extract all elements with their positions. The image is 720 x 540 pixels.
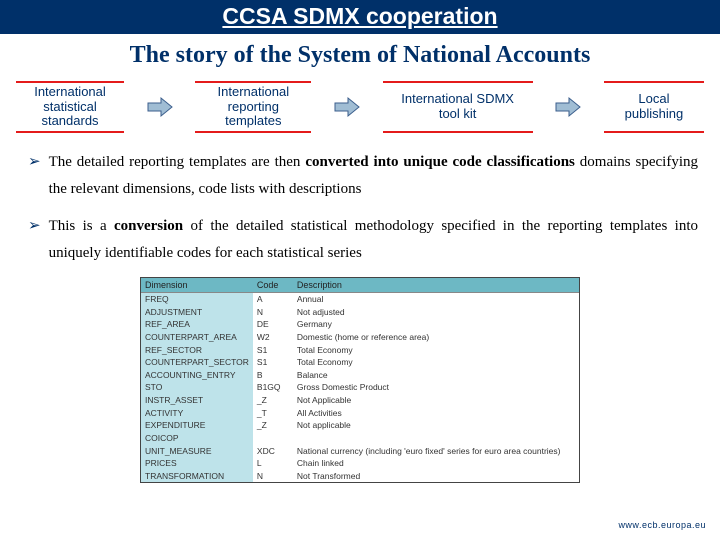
table-row: REF_AREADEGermany: [141, 318, 579, 331]
table-cell-code: N: [253, 470, 293, 483]
table-cell-dimension: COUNTERPART_SECTOR: [141, 356, 253, 369]
table-cell-code: _T: [253, 407, 293, 420]
flow-box-line: templates: [225, 114, 281, 129]
table-cell-dimension: COUNTERPART_AREA: [141, 331, 253, 344]
table-row: TRANSFORMATIONNNot Transformed: [141, 470, 579, 483]
table-row: INSTR_ASSET_ZNot Applicable: [141, 394, 579, 407]
flow-box-b1: Internationalstatisticalstandards: [16, 81, 124, 133]
table-cell-code: XDC: [253, 445, 293, 458]
table-cell-description: National currency (including 'euro fixed…: [293, 445, 579, 458]
flow-box-line: statistical: [43, 100, 96, 115]
table-cell-description: Total Economy: [293, 344, 579, 357]
bullet-item: ➢ The detailed reporting templates are th…: [28, 149, 698, 203]
table-row: PRICESLChain linked: [141, 457, 579, 470]
table-row: COUNTERPART_SECTORS1Total Economy: [141, 356, 579, 369]
arrow-right-icon: [334, 96, 360, 118]
table-row: FREQAAnnual: [141, 293, 579, 306]
table-cell-code: A: [253, 293, 293, 306]
table-row: ACCOUNTING_ENTRYBBalance: [141, 369, 579, 382]
table-cell-code: W2: [253, 331, 293, 344]
table-cell-description: Gross Domestic Product: [293, 381, 579, 394]
table-cell-description: Annual: [293, 293, 579, 306]
table-cell-description: Not applicable: [293, 419, 579, 432]
table-header-row: DimensionCodeDescription: [141, 278, 579, 293]
header-title: CCSA SDMX cooperation: [222, 3, 497, 29]
table-cell-description: [293, 432, 579, 445]
table-cell-code: N: [253, 306, 293, 319]
flow-box-line: standards: [41, 114, 98, 129]
table-cell-code: B1GQ: [253, 381, 293, 394]
bullet-text: This is a conversion of the detailed sta…: [49, 213, 698, 267]
flow-box-line: publishing: [625, 107, 684, 122]
table-cell-dimension: ACCOUNTING_ENTRY: [141, 369, 253, 382]
table-cell-dimension: REF_SECTOR: [141, 344, 253, 357]
code-table: DimensionCodeDescription FREQAAnnualADJU…: [141, 278, 579, 482]
table-cell-description: Balance: [293, 369, 579, 382]
flow-box-b3: International SDMXtool kit: [383, 81, 533, 133]
flow-box-b2: Internationalreportingtemplates: [195, 81, 311, 133]
table-cell-code: _Z: [253, 419, 293, 432]
flow-box-line: tool kit: [439, 107, 477, 122]
table-cell-dimension: COICOP: [141, 432, 253, 445]
table-cell-dimension: INSTR_ASSET: [141, 394, 253, 407]
table-cell-description: Germany: [293, 318, 579, 331]
flow-arrow: [553, 96, 583, 118]
table-row: REF_SECTORS1Total Economy: [141, 344, 579, 357]
flow-box-line: reporting: [228, 100, 279, 115]
flow-box-line: International SDMX: [401, 92, 514, 107]
table-cell-description: Not adjusted: [293, 306, 579, 319]
flow-row: InternationalstatisticalstandardsInterna…: [0, 81, 720, 133]
table-cell-description: Total Economy: [293, 356, 579, 369]
header-bar: CCSA SDMX cooperation: [0, 0, 720, 34]
table-cell-dimension: FREQ: [141, 293, 253, 306]
table-cell-dimension: ACTIVITY: [141, 407, 253, 420]
arrow-right-icon: [147, 96, 173, 118]
table-cell-description: Not Transformed: [293, 470, 579, 483]
table-row: ADJUSTMENTNNot adjusted: [141, 306, 579, 319]
table-cell-dimension: UNIT_MEASURE: [141, 445, 253, 458]
table-cell-dimension: STO: [141, 381, 253, 394]
table-cell-code: B: [253, 369, 293, 382]
table-cell-description: Domestic (home or reference area): [293, 331, 579, 344]
table-cell-dimension: ADJUSTMENT: [141, 306, 253, 319]
flow-box-line: International: [218, 85, 290, 100]
table-header-cell: Code: [253, 278, 293, 293]
table-cell-dimension: PRICES: [141, 457, 253, 470]
table-body: FREQAAnnualADJUSTMENTNNot adjustedREF_AR…: [141, 293, 579, 483]
table-header-cell: Dimension: [141, 278, 253, 293]
table-cell-description: All Activities: [293, 407, 579, 420]
flow-box-b4: Localpublishing: [604, 81, 704, 133]
table-row: STOB1GQGross Domestic Product: [141, 381, 579, 394]
table-cell-dimension: TRANSFORMATION: [141, 470, 253, 483]
bullet-text: The detailed reporting templates are the…: [49, 149, 698, 203]
flow-arrow: [332, 96, 362, 118]
table-cell-dimension: EXPENDITURE: [141, 419, 253, 432]
table-header-cell: Description: [293, 278, 579, 293]
table-cell-code: _Z: [253, 394, 293, 407]
bullet-list: ➢ The detailed reporting templates are th…: [0, 149, 720, 267]
table-cell-dimension: REF_AREA: [141, 318, 253, 331]
flow-box-line: Local: [638, 92, 669, 107]
footer-url: www.ecb.europa.eu: [618, 520, 706, 530]
table-row: ACTIVITY_TAll Activities: [141, 407, 579, 420]
table-row: UNIT_MEASUREXDCNational currency (includ…: [141, 445, 579, 458]
table-cell-code: S1: [253, 356, 293, 369]
arrow-right-icon: [555, 96, 581, 118]
code-table-wrap: DimensionCodeDescription FREQAAnnualADJU…: [140, 277, 580, 483]
bullet-marker: ➢: [28, 149, 41, 175]
table-cell-code: DE: [253, 318, 293, 331]
table-row: EXPENDITURE_ZNot applicable: [141, 419, 579, 432]
slide-title: The story of the System of National Acco…: [0, 42, 720, 69]
table-row: COICOP: [141, 432, 579, 445]
table-cell-code: [253, 432, 293, 445]
bullet-item: ➢ This is a conversion of the detailed st…: [28, 213, 698, 267]
flow-box-line: International: [34, 85, 106, 100]
table-cell-description: Chain linked: [293, 457, 579, 470]
table-row: COUNTERPART_AREAW2Domestic (home or refe…: [141, 331, 579, 344]
table-cell-code: S1: [253, 344, 293, 357]
table-cell-description: Not Applicable: [293, 394, 579, 407]
flow-arrow: [145, 96, 175, 118]
table-cell-code: L: [253, 457, 293, 470]
bullet-marker: ➢: [28, 213, 41, 239]
